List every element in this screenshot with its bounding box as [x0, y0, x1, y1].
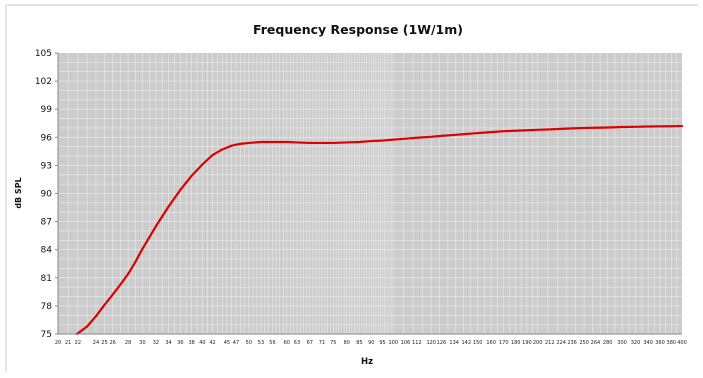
- x-tick-label: 340: [643, 340, 653, 346]
- x-tick-label: 42: [209, 340, 215, 346]
- x-tick-label: 67: [307, 340, 313, 346]
- x-tick-label: 20: [55, 340, 61, 346]
- x-tick-label: 280: [603, 340, 613, 346]
- x-tick-label: 160: [486, 340, 496, 346]
- x-tick-label: 22: [75, 340, 81, 346]
- x-tick-label: 264: [591, 340, 601, 346]
- x-tick-label: 112: [412, 340, 422, 346]
- x-axis-label: Hz: [361, 357, 373, 367]
- x-tick-label: 50: [246, 340, 252, 346]
- x-tick-label: 45: [224, 340, 230, 346]
- series-lines: [75, 124, 684, 336]
- x-tick-label: 30: [139, 340, 145, 346]
- x-tick-label: 320: [631, 340, 641, 346]
- x-tick-label: 142: [462, 340, 472, 346]
- y-tick-label: 90: [41, 190, 53, 200]
- x-tick-label: 26: [109, 340, 115, 346]
- y-tick-label: 102: [35, 77, 52, 87]
- x-tick-label: 53: [258, 340, 264, 346]
- x-tick-label: 250: [579, 340, 589, 346]
- x-tick-label: 25: [101, 340, 107, 346]
- y-tick-label: 84: [41, 246, 53, 256]
- y-tick-label: 81: [41, 274, 52, 284]
- x-tick-label: 36: [177, 340, 183, 346]
- x-tick-label: 32: [153, 340, 159, 346]
- x-tick-label: 360: [655, 340, 665, 346]
- x-tick-label: 80: [344, 340, 350, 346]
- chart-title: Frequency Response (1W/1m): [253, 22, 463, 37]
- x-tick-label: 100: [388, 340, 398, 346]
- x-tick-label: 134: [449, 340, 459, 346]
- series-line-0: [75, 124, 684, 336]
- x-tick-label: 90: [368, 340, 374, 346]
- x-tick-label: 75: [330, 340, 336, 346]
- x-tick-label: 380: [667, 340, 677, 346]
- grid-lines: [58, 53, 682, 334]
- x-tick-label: 63: [294, 340, 300, 346]
- x-tick-label: 126: [437, 340, 447, 346]
- x-tick-label: 212: [545, 340, 555, 346]
- y-tick-labels: 75 78 81 84 87 90 93 96 99 102 105: [35, 49, 58, 340]
- x-tick-labels: 20 21 22 24 25 26 28 30 32 34 36 38 40 42 45 47 50 53 56 60…: [55, 340, 687, 346]
- y-axis-label: dB SPL: [14, 177, 23, 208]
- x-tick-label: 236: [567, 340, 577, 346]
- x-tick-label: 21: [65, 340, 71, 346]
- x-tick-label: 106: [401, 340, 411, 346]
- x-tick-label: 24: [93, 340, 99, 346]
- y-tick-label: 99: [41, 105, 53, 115]
- y-tick-label: 96: [41, 133, 53, 143]
- y-tick-label: 75: [41, 330, 52, 340]
- x-tick-label: 40: [199, 340, 205, 346]
- x-tick-label: 150: [473, 340, 483, 346]
- y-tick-label: 93: [41, 161, 52, 171]
- y-tick-label: 78: [41, 302, 53, 312]
- x-tick-label: 200: [533, 340, 543, 346]
- x-tick-label: 180: [511, 340, 521, 346]
- x-tick-label: 28: [125, 340, 131, 346]
- x-tick-label: 400: [677, 340, 687, 346]
- x-tick-label: 47: [233, 340, 239, 346]
- x-tick-label: 120: [426, 340, 436, 346]
- x-tick-label: 85: [356, 340, 362, 346]
- x-tick-label: 71: [319, 340, 325, 346]
- x-tick-label: 170: [499, 340, 509, 346]
- x-tick-label: 38: [189, 340, 195, 346]
- x-tick-label: 56: [269, 340, 275, 346]
- y-tick-label: 87: [41, 218, 52, 228]
- x-tick-label: 224: [556, 340, 566, 346]
- x-tick-label: 190: [522, 340, 532, 346]
- y-tick-label: 105: [35, 49, 52, 59]
- x-tick-label: 95: [379, 340, 385, 346]
- x-tick-label: 60: [284, 340, 290, 346]
- x-tick-label: 300: [617, 340, 627, 346]
- x-tick-label: 34: [165, 340, 171, 346]
